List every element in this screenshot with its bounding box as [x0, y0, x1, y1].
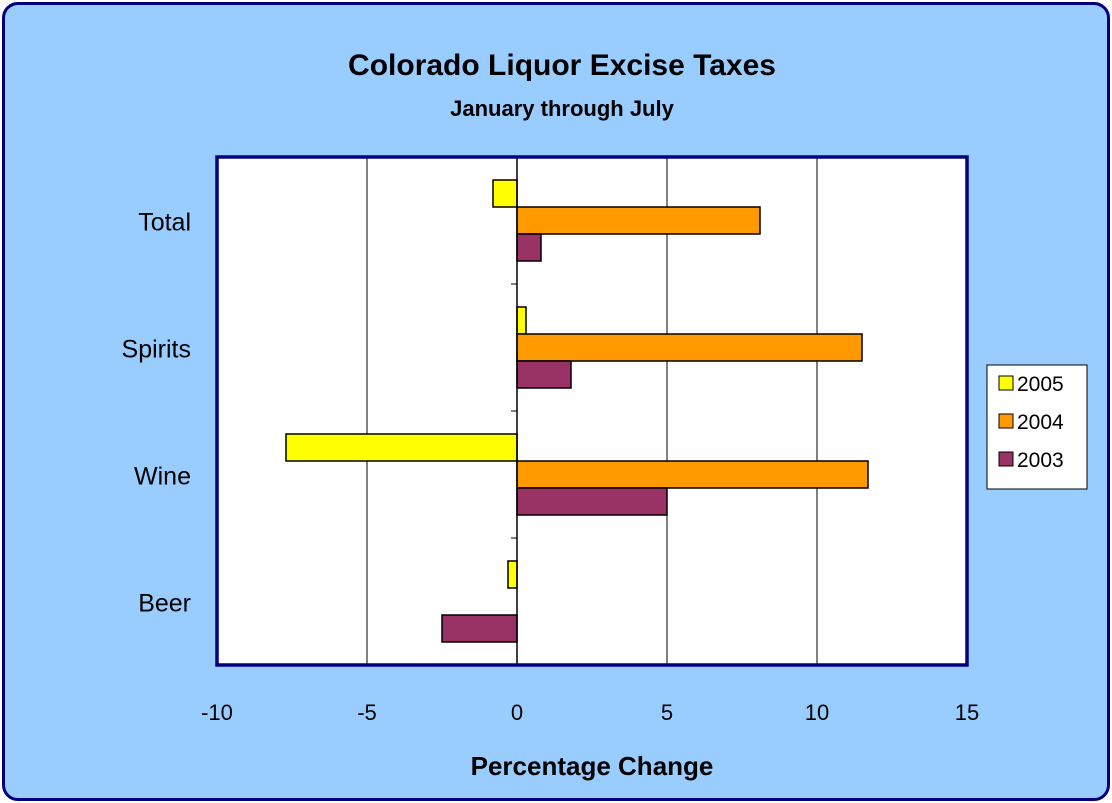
bar-2005-wine	[285, 433, 518, 462]
chart: Colorado Liquor Excise Taxes January thr…	[122, 49, 1088, 781]
legend-label: 2005	[1017, 373, 1064, 396]
x-tick-label: -10	[201, 700, 233, 725]
bar-2004-spirits	[516, 333, 863, 362]
x-tick-label: 5	[661, 700, 673, 725]
plot-border	[215, 155, 969, 667]
y-tick-label: Total	[138, 209, 191, 237]
bar-2003-total	[516, 233, 542, 262]
plot-background	[217, 157, 967, 665]
chart-title: Colorado Liquor Excise Taxes	[348, 49, 776, 82]
legend-swatch-2003	[998, 451, 1014, 467]
x-tick-label: 15	[955, 700, 979, 725]
chart-subtitle: January through July	[450, 96, 674, 121]
legend-swatch-2005	[998, 375, 1014, 391]
y-tick-label: Spirits	[122, 336, 191, 364]
x-axis-title: Percentage Change	[471, 751, 714, 781]
legend-label: 2004	[1017, 411, 1064, 434]
bar-2005-spirits	[516, 306, 527, 335]
x-tick-label: 10	[805, 700, 829, 725]
legend-label: 2003	[1017, 449, 1064, 472]
plot-area: Total Spirits Wine Beer -10 -5 0 5 10 15	[122, 155, 979, 725]
x-tick-label: -5	[357, 700, 377, 725]
bar-2004-wine	[516, 460, 869, 489]
bar-2004-total	[516, 206, 761, 235]
bar-2003-spirits	[516, 360, 572, 389]
legend: 2005 2004 2003	[986, 364, 1088, 490]
legend-swatch-2004	[998, 413, 1014, 429]
y-tick-label: Wine	[134, 463, 191, 491]
bar-2003-wine	[516, 487, 668, 516]
bar-2003-beer	[441, 614, 518, 643]
bar-2005-total	[492, 179, 518, 208]
x-tick-label: 0	[511, 700, 523, 725]
bar-2005-beer	[507, 560, 518, 589]
y-tick-label: Beer	[138, 590, 191, 618]
